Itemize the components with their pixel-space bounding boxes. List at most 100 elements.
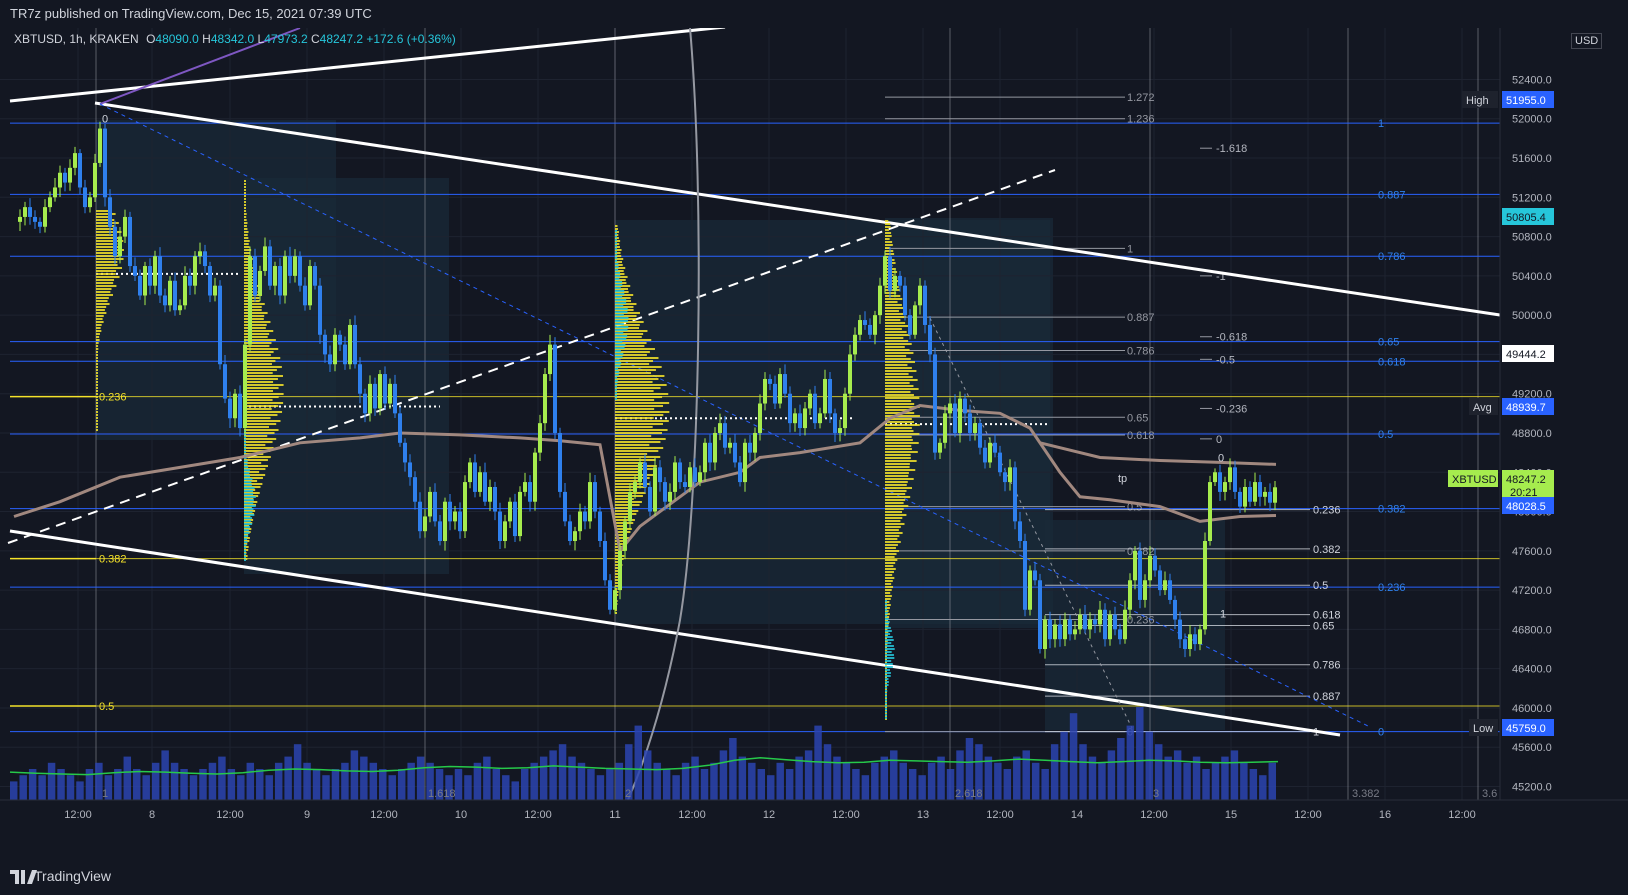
profile-bar (244, 483, 263, 485)
candle-body (738, 462, 742, 483)
candle-body (163, 295, 167, 306)
volume-bar (28, 769, 37, 800)
profile-bar (96, 264, 118, 266)
h-label: H (202, 32, 211, 46)
volume-bar (265, 775, 273, 800)
symbol-label[interactable]: XBTUSD, 1h, KRAKEN (14, 32, 139, 46)
profile-bar (885, 388, 919, 390)
candle-body (808, 393, 812, 409)
candle-body (1093, 619, 1097, 625)
candle-body (33, 216, 37, 222)
profile-bar (244, 204, 246, 206)
profile-bar (96, 396, 98, 398)
tradingview-brand[interactable]: TradingView (34, 868, 112, 884)
profile-bar (96, 414, 98, 416)
ohlc-legend[interactable]: XBTUSD, 1h, KRAKEN O48090.0 H48342.0 L47… (14, 32, 456, 46)
profile-bar (885, 301, 898, 303)
time-axis[interactable]: 12:00 8 12:00 9 12:00 10 12:00 11 12:00 12 12:00 13… (0, 799, 1628, 821)
profile-bar (244, 426, 270, 428)
candle-body (728, 442, 732, 448)
profile-bar (96, 381, 98, 383)
profile-bar (244, 451, 247, 453)
profile-bar (244, 393, 284, 395)
profile-bar (615, 426, 653, 428)
profile-bar (885, 708, 887, 710)
profile-bar (244, 372, 273, 374)
profile-bar (244, 490, 254, 492)
profile-bar (244, 348, 279, 350)
price-axis[interactable]: 45200.0 45600.0 46000.0 46400.0 46800.0 47200… (1448, 28, 1628, 800)
candle-body (1053, 624, 1057, 640)
candle-body (128, 216, 132, 267)
fib-yellow-label: 0.382 (99, 554, 127, 566)
profile-bar (885, 669, 890, 671)
candle-body (433, 491, 437, 522)
profile-bar (885, 229, 889, 231)
profile-bar (885, 618, 889, 620)
time-fib-label: 1.618 (428, 788, 456, 800)
profile-bar (244, 496, 256, 498)
c-value: 48247.2 (319, 32, 364, 46)
trend-lines[interactable] (7, 25, 1501, 801)
profile-bar (244, 402, 284, 404)
volume-bar (700, 769, 709, 800)
volume-bar (341, 762, 349, 800)
profile-bar (96, 411, 98, 413)
profile-bar (615, 236, 617, 238)
candle-body (438, 521, 442, 541)
profile-bar (885, 307, 905, 309)
profile-bar (615, 302, 627, 304)
profile-bar (244, 481, 252, 483)
profile-bar (885, 346, 905, 348)
candle-body (828, 378, 832, 414)
candle-body (963, 398, 967, 414)
profile-bar (615, 540, 628, 542)
profile-bar (885, 702, 887, 704)
profile-bar (615, 369, 656, 371)
candle-body (1108, 614, 1112, 640)
time-fib-label: 1 (102, 788, 108, 800)
profile-bar (244, 336, 268, 338)
fib-right-label: 0.887 (1313, 691, 1341, 703)
candle-body (653, 467, 657, 512)
time-tick-label: 14 (1071, 809, 1083, 821)
currency-label[interactable]: USD (1571, 33, 1603, 49)
candle-body (1018, 521, 1022, 541)
profile-bar (885, 657, 895, 659)
profile-bar (885, 621, 890, 623)
profile-bar (885, 415, 920, 417)
profile-bar (615, 365, 621, 367)
fib-arc (627, 27, 700, 801)
price-tick-label: 45600.0 (1512, 742, 1552, 754)
candle-body (423, 516, 427, 532)
profile-bar (615, 471, 643, 473)
profile-bar (244, 330, 274, 332)
candle-body (873, 315, 877, 335)
fib-blue-label: 0.618 (1378, 356, 1406, 368)
volume-bar (1060, 731, 1068, 800)
price-chart[interactable]: 10.8870.7860.650.6180.50.3820.23600.2360… (0, 0, 1628, 860)
profile-bar (885, 636, 893, 638)
candle-body (913, 305, 917, 335)
candle-body (768, 378, 772, 384)
profile-bar (244, 378, 278, 380)
volume-bar (871, 762, 879, 800)
profile-bar (885, 550, 900, 552)
candle-body (648, 486, 652, 512)
profile-bar (96, 324, 102, 326)
candle-body (1063, 619, 1067, 640)
time-tick-label: 12:00 (832, 809, 860, 821)
profile-bar (615, 317, 629, 319)
profile-bar (615, 249, 622, 251)
dashed-midline (7, 169, 1056, 544)
profile-bar (96, 360, 98, 362)
profile-bar (885, 639, 894, 641)
profile-bar (244, 303, 265, 305)
candle-body (978, 423, 982, 448)
candle-body (308, 266, 312, 306)
candle-body (898, 275, 902, 286)
candle-body (28, 207, 32, 217)
profile-bar (96, 285, 117, 287)
candles (18, 121, 1277, 659)
candle-body (903, 285, 907, 316)
